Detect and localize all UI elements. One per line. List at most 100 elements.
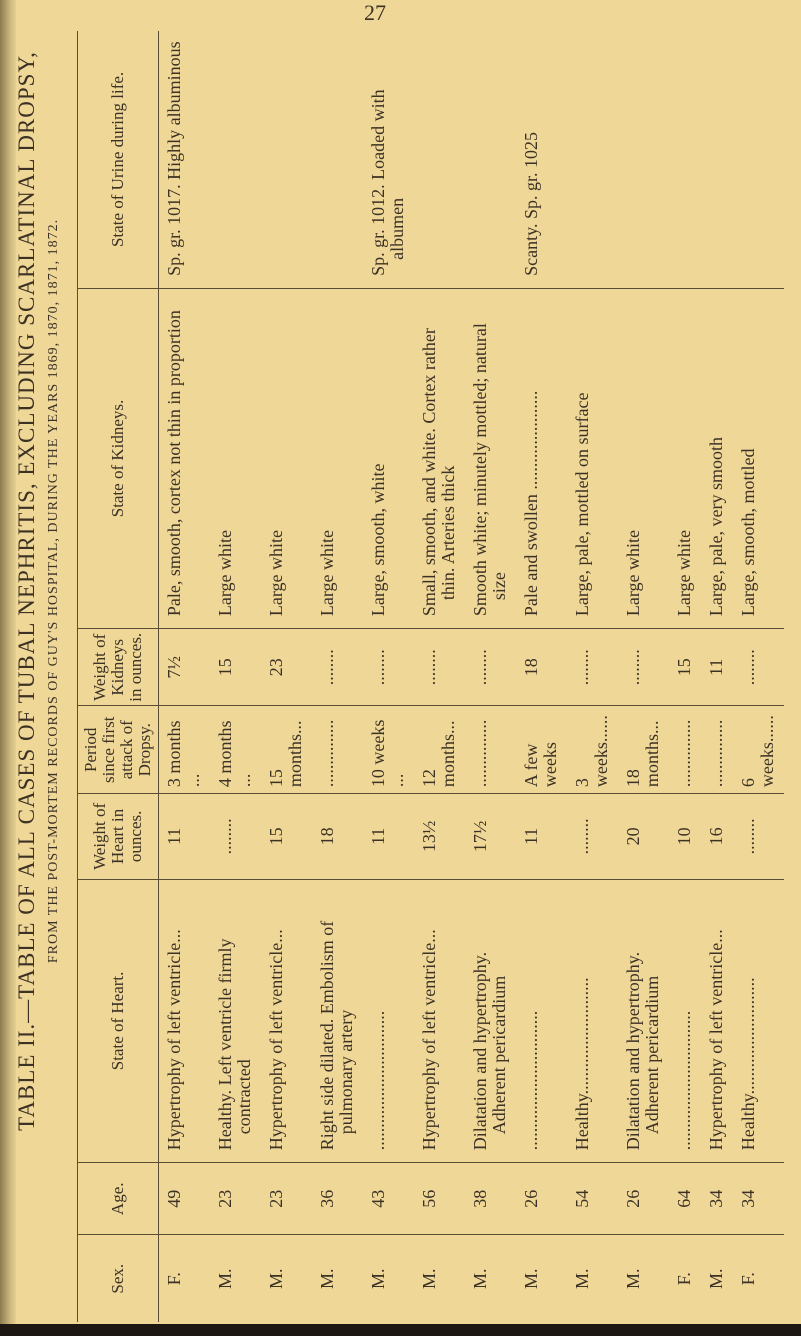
cell: ........ [733,793,784,880]
cell: ........ [567,793,618,880]
table-row: F. 64............................... 10...… [669,31,701,1322]
cell: Hypertrophy of left ventricle... [158,879,210,1163]
cell-sex: M. [215,1268,235,1289]
cell-heart: Hypertrophy of left ventricle... [706,929,726,1151]
cell: F. [733,1235,784,1322]
cell-period: 12 months... [419,720,458,788]
table-row: M. 54 Healthy.............................… [567,31,618,1322]
cell [701,31,733,289]
cell: 6 weeks...... [733,705,784,794]
cell-urine: Scanty. Sp. gr. 1025 [521,131,541,276]
cell: 54 [567,1162,618,1235]
table-row: M. 23 Hypertrophy of left ventricle... 15 15… [261,31,312,1322]
cell-heart: Healthy.......................... [572,977,592,1151]
cell: Right side dilated. Embolism of pulmonar… [312,879,363,1163]
cell: ........ [414,628,465,706]
page-binding-edge [0,0,16,1336]
cell: 16 [701,793,733,880]
col-header-urine: State of Urine during life. [77,31,159,289]
col-header-period: Period since first attack of Dropsy. [77,705,159,794]
cell: Dilatation and hypertrophy. Adherent per… [618,879,669,1163]
cell: 23 [261,628,312,706]
page-number: 27 [364,0,386,25]
cell [210,31,261,289]
cell-heart-weight: ........ [215,818,235,855]
cell: 36 [312,1162,363,1235]
cell-kidneys: Pale, smooth, cortex not thin in proport… [164,310,184,617]
cell-heart: ............................... [368,1010,388,1151]
cell-sex: F. [674,1272,694,1286]
cell: ........ [733,628,784,706]
cell: Large, pale, mottled on surface [567,288,618,629]
table-subtitle: FROM THE POST-MORTEM RECORDS OF GUY'S HO… [46,218,61,964]
cell: Large white [210,288,261,629]
cell: F. [159,1235,211,1322]
page-bottom-edge [0,1324,801,1336]
cell: 34 [701,1162,733,1235]
cell: Healthy. Left ventricle firmly contracte… [210,879,261,1163]
cell-sex: F. [738,1272,758,1286]
cell-heart: Right side dilated. Embolism of pulmonar… [317,920,356,1151]
cell [312,31,363,289]
cell: Large, smooth, white [363,288,414,629]
cell: 7½ [158,628,210,706]
cell: 10 weeks ... [363,705,414,794]
cell-age: 54 [572,1189,592,1208]
cell-kidney-weight: 18 [521,658,541,677]
table-row: M. 26 Dilatation and hypertrophy. Adherent… [618,31,669,1322]
cell-kidney-weight: ........ [623,649,643,686]
cell [618,31,669,289]
cell: M. [414,1235,465,1322]
cell-heart-weight: ........ [738,818,758,855]
cell: 23 [210,1162,261,1235]
cell-period: 3 weeks...... [572,715,611,788]
cell-period: 15 months... [266,720,305,788]
cell-heart: Healthy.......................... [738,977,758,1151]
cell-kidney-weight: 23 [266,658,286,677]
cell: 10 [669,793,701,880]
cell-kidneys: Large, smooth, white [368,463,388,617]
cell-heart: Dilatation and hypertrophy. Adherent per… [623,951,662,1151]
cell: Sp. gr. 1012. Loaded with albumen [363,31,414,289]
cell-age: 23 [266,1189,286,1208]
cell: Hypertrophy of left ventricle... [261,879,312,1163]
cell-heart: ............................... [674,1010,694,1151]
cell-heart-weight: 16 [706,827,726,846]
cell: ........ [210,793,261,880]
cell: 15 [210,628,261,706]
cell: 38 [465,1162,516,1235]
cell [733,31,784,289]
cell: 11 [701,628,733,706]
cell-sex: M. [706,1268,726,1289]
cell-urine: Sp. gr. 1012. Loaded with albumen [368,89,407,276]
cell: Small, smooth, and white. Cortex rather … [414,288,465,629]
cell-kidneys: Large white [674,529,694,617]
cell: Sp. gr. 1017. Highly albuminous [158,31,210,289]
cell-kidneys: Large white [266,529,286,617]
col-header-heart-weight: Weight of Heart in ounces. [77,793,159,880]
cell-heart-weight: 11 [521,827,541,846]
cell-kidney-weight: ........ [317,649,337,686]
cell: Healthy.......................... [567,879,618,1163]
cell: Large, smooth, mottled [733,288,784,629]
cell: ............................... [516,879,567,1163]
table-row: M. 56 Hypertrophy of left ventricle... 13½ 1… [414,31,465,1322]
cell: 11 [516,793,567,880]
table-row: M. 38 Dilatation and hypertrophy. Adherent… [465,31,516,1322]
cell-kidneys: Pale and swollen ...................... [521,390,541,617]
cell: ........ [312,628,363,706]
table-row: F. 34 Healthy.............................… [733,31,784,1322]
cell: 64 [669,1162,701,1235]
cell-heart-weight: 18 [317,827,337,846]
cell-heart-weight: ........ [572,818,592,855]
cell: Large white [618,288,669,629]
table-row: M. 23 Healthy. Left ventricle firmly contr… [210,31,261,1322]
cell-period: 10 weeks ... [368,719,407,788]
cell: ............... [312,705,363,794]
col-header-kidney-weight: Weight of Kidneys in ounces. [77,628,159,706]
cell: A few weeks [516,705,567,794]
cell: ............... [701,705,733,794]
cell: 11 [363,793,414,880]
cell [465,31,516,289]
